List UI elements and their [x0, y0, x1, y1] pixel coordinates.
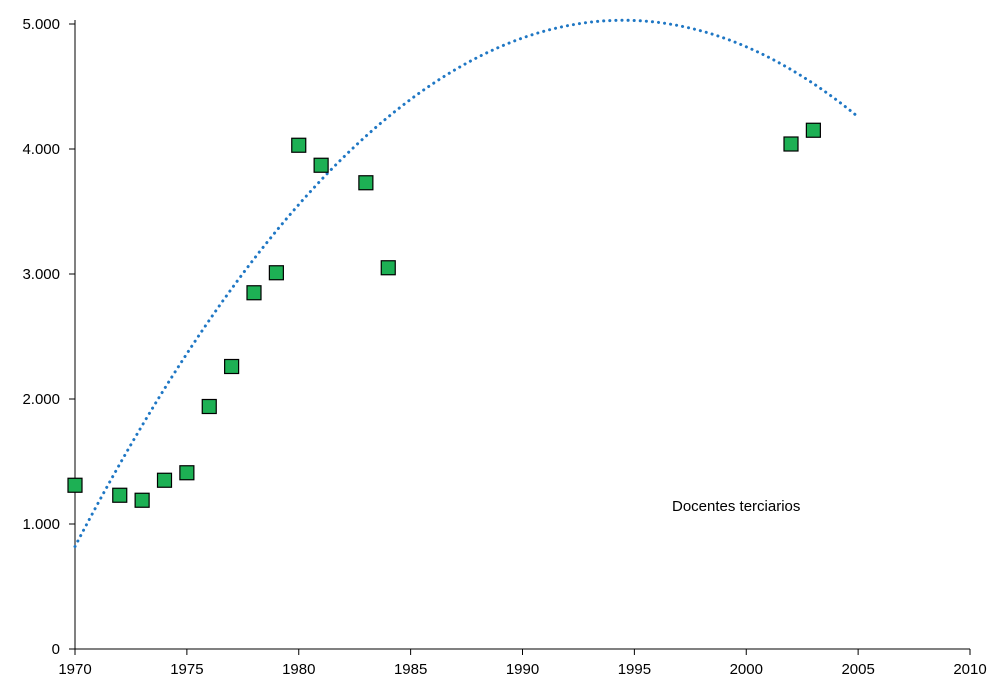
data-point	[246, 285, 262, 301]
y-tick-label: 0	[52, 641, 60, 658]
data-point	[380, 260, 396, 276]
x-tick-label: 2000	[730, 661, 763, 678]
data-point	[156, 472, 173, 488]
x-tick-label: 1980	[282, 661, 315, 678]
x-tick-label: 2010	[953, 661, 986, 678]
data-point	[313, 157, 329, 173]
annotation-label: Docentes terciarios	[672, 498, 800, 515]
x-tick-label: 1990	[506, 661, 539, 678]
points-layer	[67, 122, 821, 508]
trendline-layer	[73, 18, 860, 548]
y-tick-label: 1.000	[22, 516, 60, 533]
x-tick-label: 1970	[58, 661, 91, 678]
y-tick-label: 3.000	[22, 266, 60, 283]
data-point	[201, 398, 217, 415]
y-tick-label: 4.000	[22, 141, 60, 158]
y-tick-label: 2.000	[22, 391, 60, 408]
data-point	[179, 465, 195, 481]
data-point	[67, 477, 83, 493]
axes: 0 1.000 2.000 3.000 4.000 5.000 1970 1975 1980 19…	[22, 16, 986, 678]
data-point	[358, 175, 374, 191]
data-point	[112, 487, 128, 503]
x-tick-label: 1995	[618, 661, 651, 678]
y-tick-label: 5.000	[22, 16, 60, 33]
data-point	[291, 137, 307, 153]
x-tick-label: 2005	[841, 661, 874, 678]
data-point	[224, 358, 240, 375]
x-tick-label: 1985	[394, 661, 427, 678]
trendline	[73, 18, 860, 548]
x-tick-label: 1975	[170, 661, 203, 678]
data-point	[805, 122, 821, 138]
data-point	[134, 492, 150, 508]
data-point	[268, 265, 284, 281]
data-point	[783, 136, 799, 152]
